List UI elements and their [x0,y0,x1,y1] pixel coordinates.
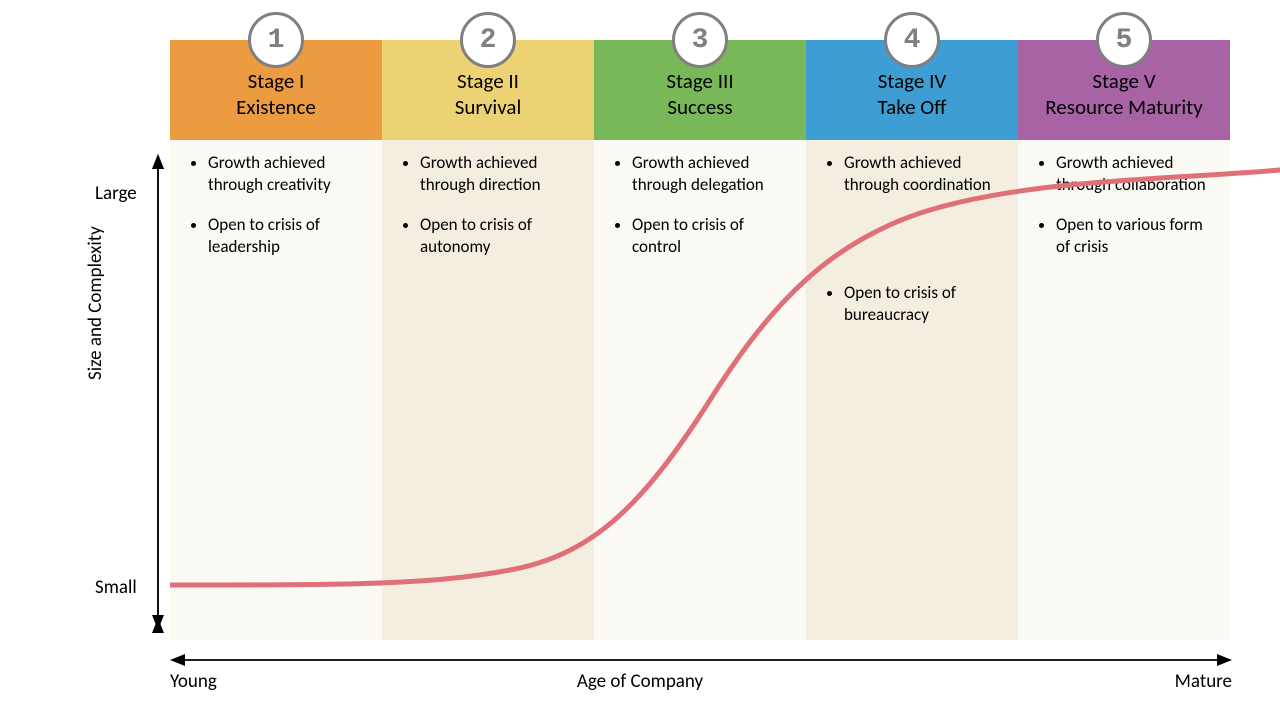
stage-body-5: Growth achieved through collaboration Ope… [1018,140,1230,640]
stage-bullet: Open to crisis of control [632,214,794,258]
stage-bullet: Growth achieved through creativity [208,152,370,196]
stage-title-line1: Stage IV [806,68,1018,94]
stage-bullet: Open to crisis of autonomy [420,214,582,258]
stage-bullet: Open to crisis of bureaucracy [844,282,1006,326]
stage-title-line1: Stage V [1018,68,1230,94]
stage-body-4: Growth achieved through coordination Open… [806,140,1018,640]
stage-title-line1: Stage III [594,68,806,94]
x-axis-label: Age of Company [0,670,1280,693]
stage-bullet: Growth achieved through delegation [632,152,794,196]
stage-title-line2: Survival [382,94,594,120]
stage-body-1: Growth achieved through creativity Open t… [170,140,382,640]
stage-number-badge-2: 2 [460,12,516,68]
stage-number-badge-4: 4 [884,12,940,68]
x-label-mature: Mature [1175,670,1232,693]
stage-bullet: Open to various form of crisis [1056,214,1218,258]
stage-body-2: Growth achieved through direction Open to… [382,140,594,640]
stage-title-line1: Stage I [170,68,382,94]
stage-bullet: Open to crisis of leadership [208,214,370,258]
y-axis-label: Size and Complexity [84,226,107,380]
stage-number-badge-5: 5 [1096,12,1152,68]
stage-body-3: Growth achieved through delegation Open t… [594,140,806,640]
stage-number-badge-1: 1 [248,12,304,68]
stage-bullet: Growth achieved through direction [420,152,582,196]
stage-header-1: 1Stage IExistence [170,40,382,140]
stage-bullet: Growth achieved through collaboration [1056,152,1218,196]
stage-bullet: Growth achieved through coordination [844,152,1006,196]
y-tick-small: Small [95,576,137,599]
stage-header-4: 4Stage IVTake Off [806,40,1018,140]
stage-title-line2: Success [594,94,806,120]
stage-title-line2: Existence [170,94,382,120]
stage-header-2: 2Stage IISurvival [382,40,594,140]
stage-title-line2: Take Off [806,94,1018,120]
stage-header-5: 5Stage VResource Maturity [1018,40,1230,140]
stage-header-3: 3Stage IIISuccess [594,40,806,140]
stage-number-badge-3: 3 [672,12,728,68]
stage-title-line2: Resource Maturity [1018,94,1230,120]
stages-container: 1Stage IExistenceGrowth achieved through… [170,40,1230,640]
y-tick-large: Large [95,182,137,205]
stage-title-line1: Stage II [382,68,594,94]
